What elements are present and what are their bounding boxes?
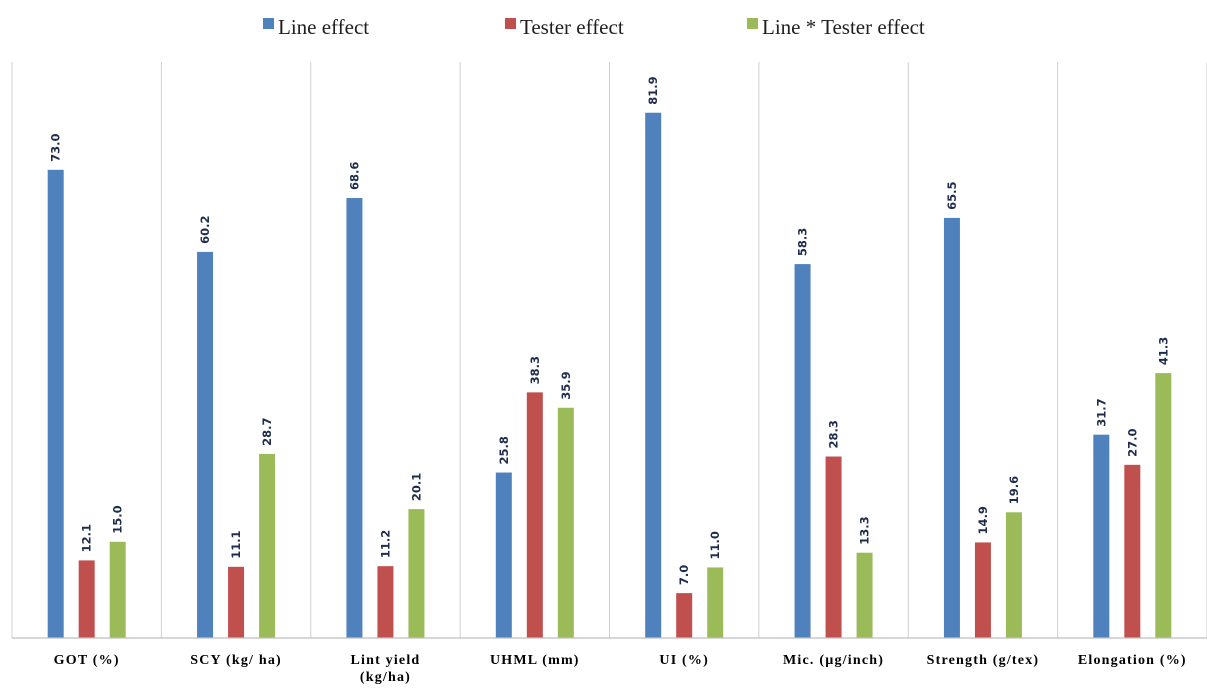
category-label: Mic. (µg/inch) [783, 653, 884, 668]
bar-line-tester-effect [109, 541, 126, 638]
category-label: UHML (mm) [490, 653, 580, 668]
bar-line-tester-effect [1005, 512, 1022, 638]
category-separators [11, 62, 1207, 638]
bar-line-effect [943, 217, 960, 639]
value-label-line-tester-effect: 11.0 [708, 531, 722, 559]
bar-line-tester-effect [408, 509, 425, 638]
bar-line-effect [47, 169, 64, 639]
bar-tester-effect [974, 542, 991, 638]
value-label-line-effect: 65.5 [945, 182, 959, 210]
value-label-tester-effect: 12.1 [80, 524, 94, 552]
bar-tester-effect [676, 593, 693, 638]
value-label-tester-effect: 28.3 [827, 420, 841, 448]
legend-label-tester-effect: Tester effect [520, 15, 624, 39]
bar-line-tester-effect [707, 567, 724, 638]
bar-line-effect [346, 198, 363, 638]
bar-tester-effect [377, 566, 394, 638]
bar-line-effect [495, 472, 512, 638]
category-label: Lint yield [350, 653, 420, 668]
value-label-tester-effect: 11.2 [378, 530, 392, 558]
legend: Line effect Tester effect Line * Tester ef… [263, 15, 925, 39]
category-label: SCY (kg/ ha) [190, 653, 282, 668]
bar-line-effect [1093, 434, 1110, 638]
category-label: UI (%) [659, 653, 709, 668]
bar-tester-effect [526, 392, 543, 638]
bars [47, 112, 1172, 639]
value-label-line-effect: 73.0 [49, 133, 63, 161]
value-label-tester-effect: 38.3 [528, 356, 542, 384]
bar-line-effect [197, 251, 214, 638]
bar-line-effect [645, 112, 662, 639]
value-label-line-tester-effect: 41.3 [1156, 337, 1170, 365]
value-label-tester-effect: 14.9 [976, 506, 990, 534]
value-label-line-tester-effect: 19.6 [1007, 476, 1021, 504]
value-labels: 73.0 12.1 15.0 60.2 11.1 28.7 68.6 11.2 20.1 25.8… [49, 76, 1171, 585]
value-label-line-effect: 68.6 [347, 162, 361, 190]
category-label: (kg/ha) [360, 670, 411, 685]
bar-tester-effect [825, 456, 842, 638]
value-label-line-tester-effect: 15.0 [111, 505, 125, 533]
legend-swatch-line-tester-effect [747, 18, 758, 29]
bar-line-tester-effect [259, 453, 276, 638]
category-label: Elongation (%) [1078, 653, 1187, 668]
legend-label-line-tester-effect: Line * Tester effect [762, 15, 925, 39]
value-label-line-effect: 31.7 [1094, 398, 1108, 426]
bar-line-effect [794, 264, 811, 638]
value-label-line-tester-effect: 13.3 [858, 516, 872, 544]
bar-line-tester-effect [557, 407, 574, 638]
legend-swatch-line-effect [263, 18, 274, 29]
category-labels: GOT (%) SCY (kg/ ha) Lint yield (kg/ha) UHML… [54, 653, 1187, 685]
bar-line-tester-effect [856, 552, 873, 638]
value-label-line-effect: 58.3 [796, 228, 810, 256]
bar-tester-effect [228, 566, 245, 638]
value-label-line-tester-effect: 35.9 [559, 371, 573, 399]
category-label: GOT (%) [54, 653, 120, 668]
bar-tester-effect [1124, 464, 1141, 638]
bar-line-tester-effect [1155, 373, 1172, 638]
value-label-line-tester-effect: 28.7 [260, 418, 274, 446]
value-label-tester-effect: 11.1 [229, 530, 243, 558]
category-label: Strength (g/tex) [927, 653, 1040, 668]
value-label-line-effect: 81.9 [646, 76, 660, 104]
value-label-line-effect: 60.2 [198, 216, 212, 244]
bar-tester-effect [78, 560, 95, 638]
value-label-tester-effect: 27.0 [1125, 428, 1139, 456]
value-label-line-tester-effect: 20.1 [409, 473, 423, 501]
legend-label-line-effect: Line effect [278, 15, 369, 39]
legend-swatch-tester-effect [505, 18, 516, 29]
value-label-tester-effect: 7.0 [677, 565, 691, 585]
value-label-line-effect: 25.8 [497, 436, 511, 464]
